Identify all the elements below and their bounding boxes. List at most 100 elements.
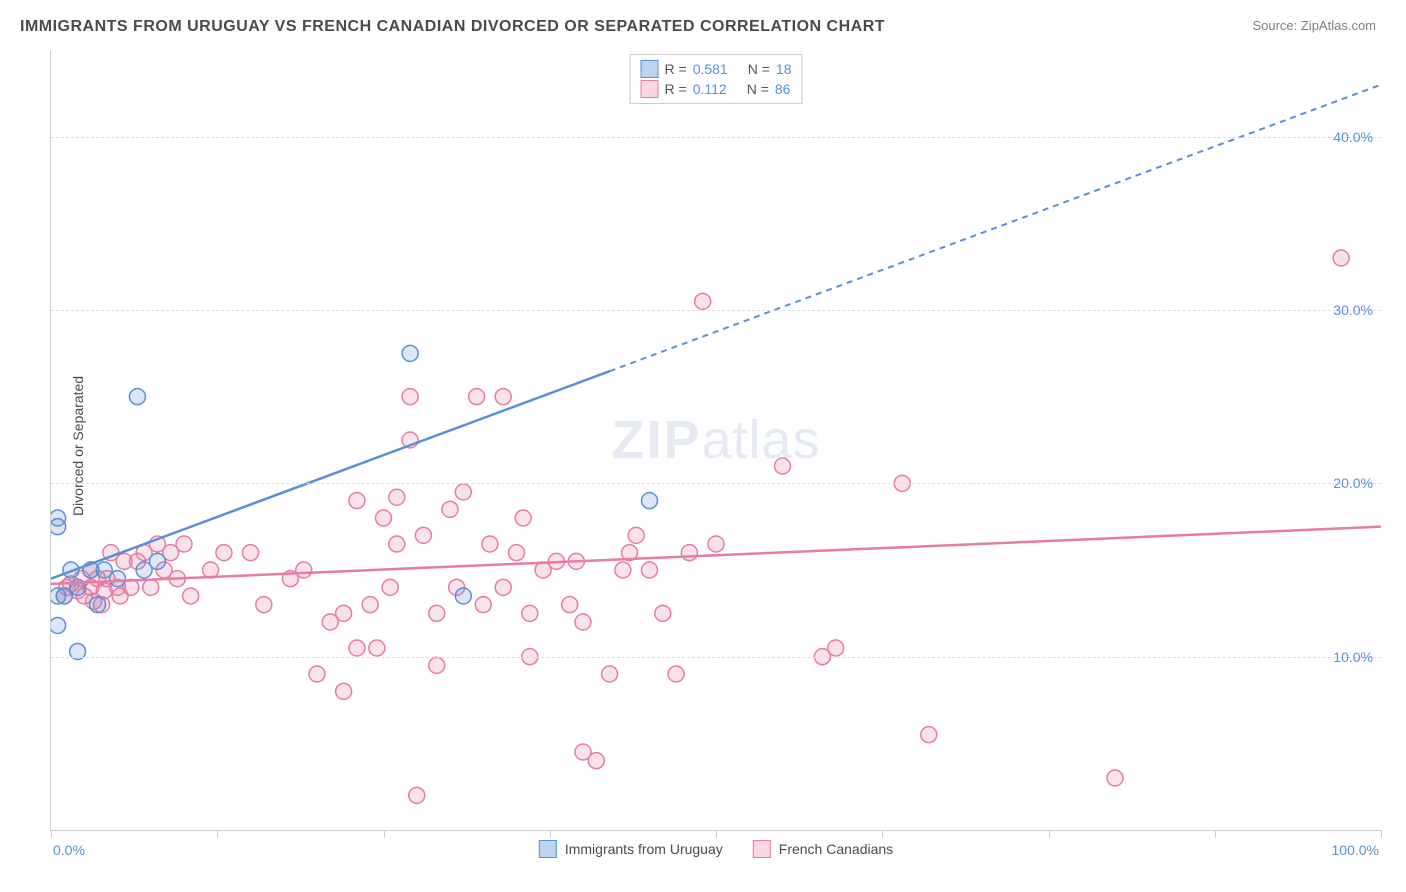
x-tick xyxy=(716,830,717,838)
data-point xyxy=(442,501,458,517)
data-point xyxy=(602,666,618,682)
x-tick xyxy=(1215,830,1216,838)
data-point xyxy=(415,527,431,543)
data-point xyxy=(515,510,531,526)
data-point xyxy=(708,536,724,552)
data-point xyxy=(402,345,418,361)
data-point xyxy=(495,579,511,595)
x-tick xyxy=(1381,830,1382,838)
data-point xyxy=(695,293,711,309)
x-tick-label-max: 100.0% xyxy=(1332,842,1379,858)
data-point xyxy=(469,389,485,405)
r-value: 0.581 xyxy=(693,61,728,77)
data-point xyxy=(376,510,392,526)
data-point xyxy=(336,683,352,699)
legend-top: R = 0.581 N = 18 R = 0.112 N = 86 xyxy=(630,54,803,104)
n-label: N = xyxy=(747,81,769,97)
data-point xyxy=(256,597,272,613)
x-tick xyxy=(550,830,551,838)
x-tick xyxy=(384,830,385,838)
legend-item-blue: Immigrants from Uruguay xyxy=(539,840,723,858)
data-point xyxy=(369,640,385,656)
data-point xyxy=(588,753,604,769)
data-point xyxy=(628,527,644,543)
data-point xyxy=(681,545,697,561)
data-point xyxy=(90,597,106,613)
r-label: R = xyxy=(665,61,687,77)
n-value: 18 xyxy=(776,61,792,77)
r-value: 0.112 xyxy=(693,81,727,97)
x-tick xyxy=(217,830,218,838)
plot-area: ZIPatlas R = 0.581 N = 18 R = 0.112 N = … xyxy=(50,50,1381,831)
data-point xyxy=(389,536,405,552)
plot-svg xyxy=(51,50,1381,830)
data-point xyxy=(409,787,425,803)
gridline xyxy=(51,483,1381,484)
swatch-pink-icon xyxy=(753,840,771,858)
x-tick xyxy=(1049,830,1050,838)
gridline xyxy=(51,137,1381,138)
data-point xyxy=(509,545,525,561)
trend-line-dashed xyxy=(610,85,1381,372)
data-point xyxy=(402,389,418,405)
source-credit: Source: ZipAtlas.com xyxy=(1252,18,1376,33)
data-point xyxy=(562,597,578,613)
data-point xyxy=(495,389,511,405)
y-tick-label: 10.0% xyxy=(1333,649,1373,665)
legend-top-row-pink: R = 0.112 N = 86 xyxy=(641,79,792,99)
data-point xyxy=(921,727,937,743)
data-point xyxy=(1333,250,1349,266)
data-point xyxy=(1107,770,1123,786)
data-point xyxy=(349,493,365,509)
y-tick-label: 40.0% xyxy=(1333,129,1373,145)
data-point xyxy=(216,545,232,561)
legend-label: Immigrants from Uruguay xyxy=(565,841,723,857)
data-point xyxy=(243,545,259,561)
legend-bottom: Immigrants from Uruguay French Canadians xyxy=(539,840,893,858)
data-point xyxy=(828,640,844,656)
data-point xyxy=(129,389,145,405)
data-point xyxy=(51,510,66,526)
data-point xyxy=(575,614,591,630)
n-value: 86 xyxy=(775,81,791,97)
data-point xyxy=(482,536,498,552)
data-point xyxy=(362,597,378,613)
data-point xyxy=(336,605,352,621)
data-point xyxy=(349,640,365,656)
chart-title: IMMIGRANTS FROM URUGUAY VS FRENCH CANADI… xyxy=(20,18,885,36)
data-point xyxy=(455,484,471,500)
x-tick xyxy=(51,830,52,838)
data-point xyxy=(382,579,398,595)
data-point xyxy=(522,605,538,621)
legend-label: French Canadians xyxy=(779,841,893,857)
data-point xyxy=(51,617,66,633)
gridline xyxy=(51,657,1381,658)
x-tick xyxy=(882,830,883,838)
r-label: R = xyxy=(665,81,687,97)
data-point xyxy=(183,588,199,604)
data-point xyxy=(176,536,192,552)
data-point xyxy=(429,605,445,621)
data-point xyxy=(475,597,491,613)
y-tick-label: 30.0% xyxy=(1333,302,1373,318)
data-point xyxy=(775,458,791,474)
data-point xyxy=(455,588,471,604)
data-point xyxy=(296,562,312,578)
swatch-pink-icon xyxy=(641,80,659,98)
data-point xyxy=(110,571,126,587)
n-label: N = xyxy=(748,61,770,77)
data-point xyxy=(309,666,325,682)
y-tick-label: 20.0% xyxy=(1333,475,1373,491)
data-point xyxy=(642,493,658,509)
data-point xyxy=(143,579,159,595)
data-point xyxy=(429,657,445,673)
gridline xyxy=(51,310,1381,311)
swatch-blue-icon xyxy=(539,840,557,858)
data-point xyxy=(615,562,631,578)
legend-item-pink: French Canadians xyxy=(753,840,893,858)
data-point xyxy=(655,605,671,621)
data-point xyxy=(149,553,165,569)
swatch-blue-icon xyxy=(641,60,659,78)
data-point xyxy=(668,666,684,682)
data-point xyxy=(642,562,658,578)
